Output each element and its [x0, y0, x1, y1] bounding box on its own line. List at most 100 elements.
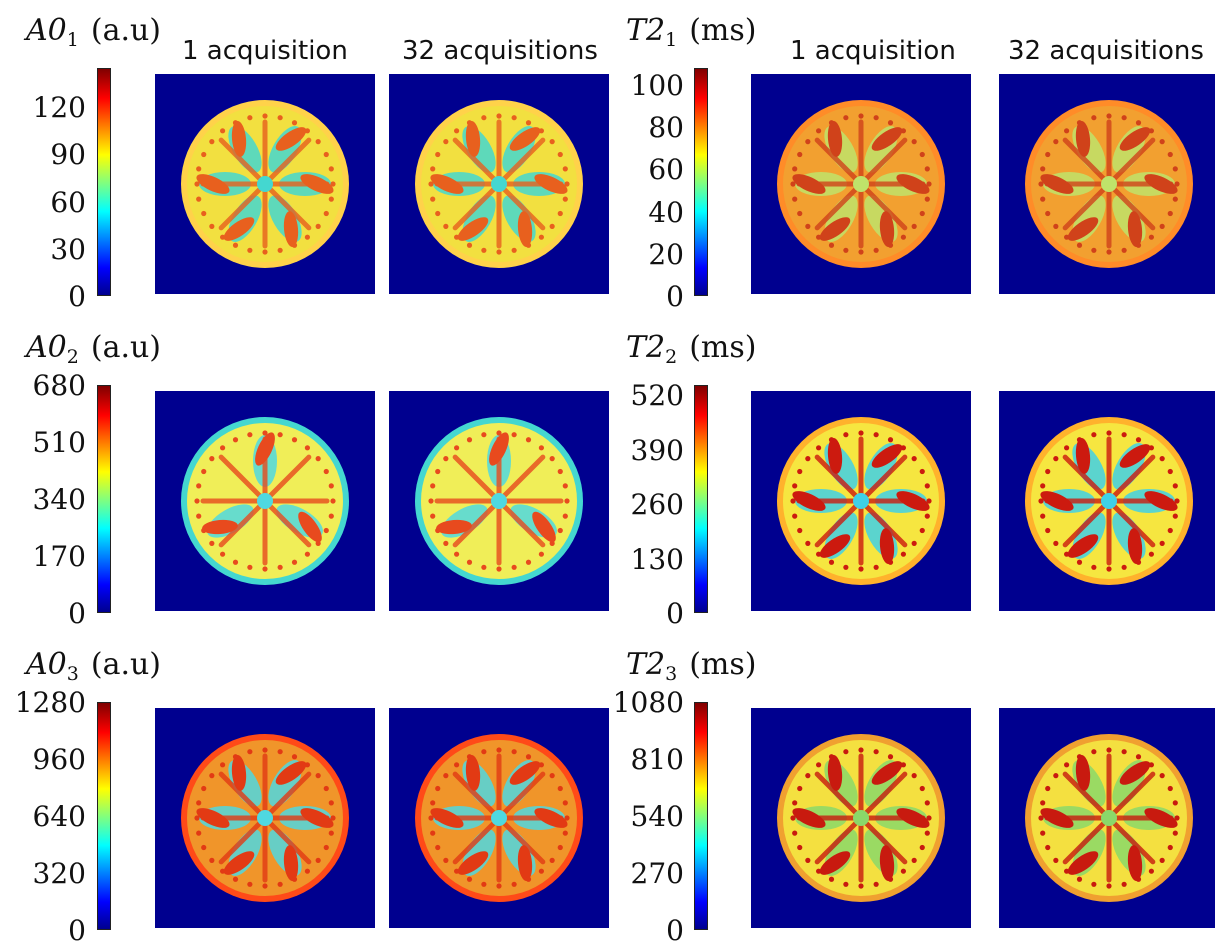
seed-dot [323, 151, 329, 158]
seed-dot [1148, 868, 1154, 874]
seed-dot [1076, 754, 1083, 760]
seed-dot [328, 800, 334, 806]
seed-dot [900, 234, 906, 240]
seed-dot [277, 564, 283, 570]
seed-dot [209, 857, 215, 863]
seed-dot [330, 498, 336, 504]
title-unit: (ms) [689, 647, 757, 682]
seed-dot [1167, 527, 1173, 534]
seed-dot [466, 242, 473, 248]
seed-dot [304, 128, 310, 134]
seed-dot [454, 762, 460, 768]
septum-line [496, 181, 546, 231]
seed-dot [1135, 876, 1142, 882]
seed-dot [911, 223, 917, 229]
septum-line [262, 137, 312, 187]
seed-dot [435, 527, 441, 534]
colorbar-tick-label: 90 [50, 138, 86, 172]
seed-dot [873, 247, 879, 253]
seed-dot [1121, 749, 1127, 755]
septum-line [452, 815, 502, 865]
seed-dot [443, 139, 449, 145]
seed-dot [220, 128, 226, 134]
colorbar-tick-label: 80 [648, 111, 684, 145]
seed-dot [564, 815, 570, 821]
pericarp-region [532, 511, 556, 543]
seed-dot [315, 857, 321, 863]
seed-dot [201, 844, 207, 851]
map-panel-1-acquisition [155, 74, 375, 294]
seed-dot [1159, 857, 1165, 863]
seed-dot [1064, 762, 1070, 768]
seed-dot [1106, 430, 1112, 436]
seed-dot [1040, 483, 1046, 489]
seed-dot [858, 430, 864, 436]
pericarp-region [465, 755, 481, 791]
pericarp-region [879, 845, 895, 881]
seed-dot [828, 120, 835, 126]
seed-dot [196, 483, 202, 489]
septum-line [814, 181, 864, 231]
seed-dot [1064, 445, 1070, 451]
colorbar [694, 702, 708, 930]
colorbar-tick-label: 510 [32, 426, 86, 459]
septum-line [858, 137, 908, 187]
septum-line [496, 771, 546, 821]
slice-core [491, 176, 507, 192]
tomato-slice-map [181, 417, 349, 585]
seed-dot [201, 785, 207, 792]
map-panel-32-acquisitions [389, 391, 609, 611]
seed-dot [1076, 242, 1083, 248]
septum-line [496, 498, 546, 548]
seed-dot [328, 166, 334, 172]
pericarp-region [223, 851, 255, 875]
pericarp-region [819, 851, 851, 875]
seed-dot [443, 540, 449, 546]
seed-dot [220, 445, 226, 451]
seed-dot [562, 166, 568, 172]
seed-dot [858, 747, 864, 753]
seed-dot [232, 437, 239, 443]
seed-dot [792, 483, 798, 489]
seed-dot [435, 844, 441, 851]
seed-dot [1174, 181, 1180, 187]
seed-dot [232, 242, 239, 248]
title-symbol: A0 [26, 647, 67, 682]
seed-dot [926, 498, 932, 504]
septum-line [218, 771, 268, 821]
seed-dot [562, 196, 568, 202]
seed-dot [435, 210, 441, 217]
seed-dot [549, 223, 555, 229]
colorbar [694, 68, 708, 296]
seed-dot [430, 513, 436, 519]
seed-dot [247, 115, 253, 121]
title-unit: (a.u) [90, 13, 162, 48]
seed-dot [816, 868, 822, 874]
seed-dot [1172, 483, 1178, 489]
pericarp-region [457, 217, 489, 241]
seed-dot [323, 785, 329, 792]
seed-dot [1091, 432, 1097, 438]
seed-dot [557, 527, 563, 534]
seed-dot [1053, 456, 1059, 462]
seed-dot [790, 181, 796, 187]
seed-dot [1135, 559, 1142, 565]
colorbar-tick-label: 0 [666, 280, 684, 313]
pericarp-region [1075, 755, 1091, 791]
seed-dot [792, 166, 798, 172]
seed-dot [304, 551, 310, 557]
map-title-t2-1: T21 (ms) [626, 16, 756, 50]
column-header: 1 acquisition [790, 36, 956, 66]
septum-line [262, 454, 312, 504]
seed-dot [262, 566, 268, 572]
seed-dot [562, 800, 568, 806]
seed-dot [511, 432, 517, 438]
septum-line [1106, 454, 1156, 504]
map-title-a0-1: A01 (a.u) [26, 16, 161, 50]
seed-dot [816, 128, 822, 134]
map-panel-32-acquisitions [389, 74, 609, 294]
seed-dot [194, 181, 200, 187]
pericarp-region [283, 211, 299, 247]
septum-line [814, 815, 864, 865]
seed-dot [330, 181, 336, 187]
